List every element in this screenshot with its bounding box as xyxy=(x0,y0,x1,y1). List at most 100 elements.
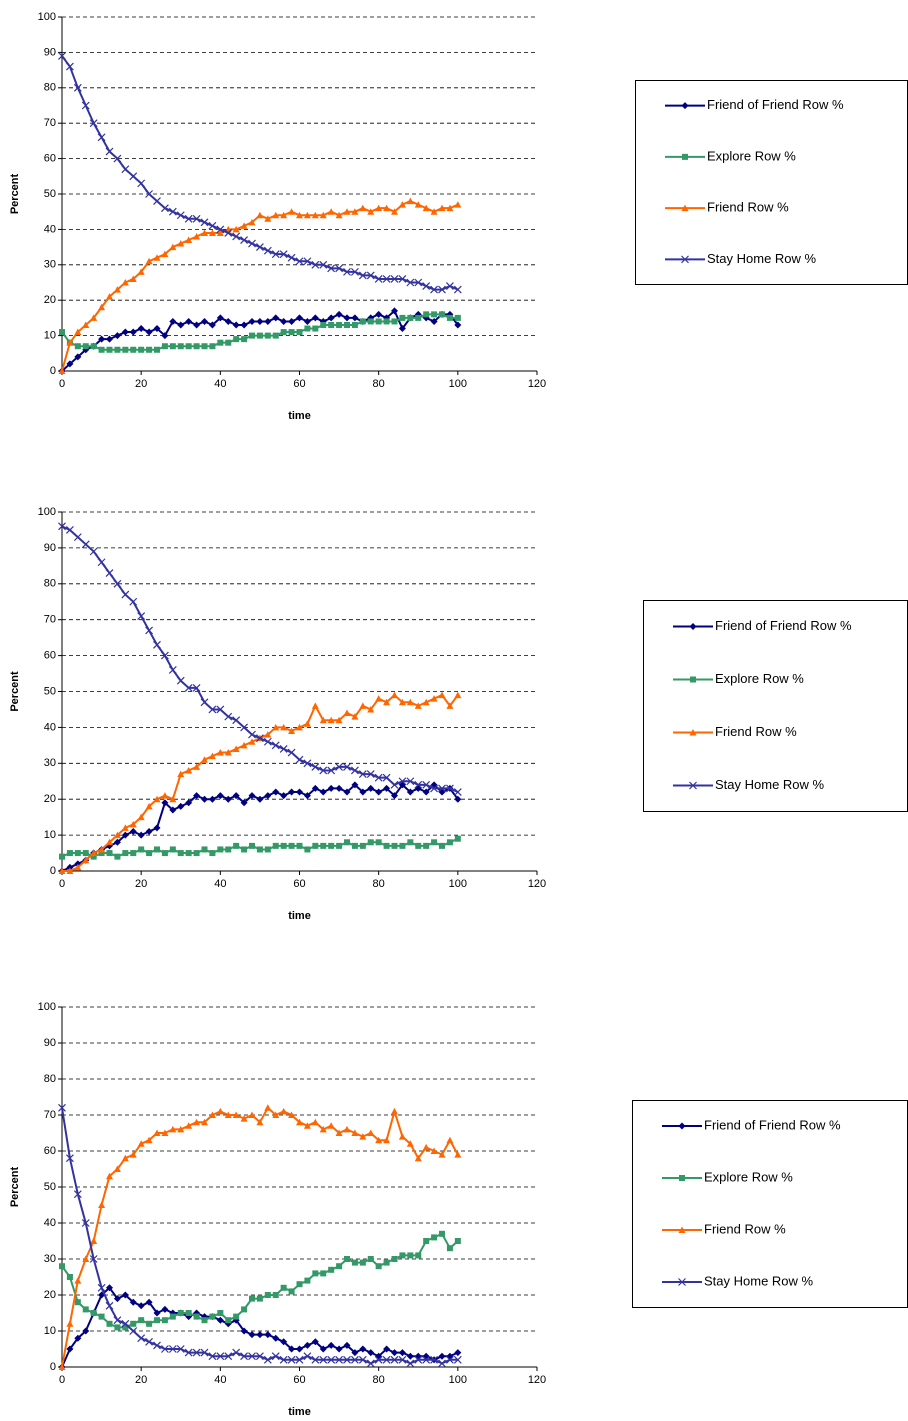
marker xyxy=(343,762,351,771)
marker xyxy=(114,853,121,860)
marker xyxy=(249,1295,255,1302)
marker xyxy=(311,1118,319,1126)
marker xyxy=(66,850,73,857)
marker xyxy=(74,353,82,361)
marker xyxy=(272,1334,280,1342)
marker xyxy=(311,1338,319,1346)
marker xyxy=(161,332,169,340)
marker xyxy=(90,849,98,857)
marker xyxy=(264,1331,272,1339)
legend-box xyxy=(632,1100,908,1308)
marker xyxy=(225,846,232,853)
marker xyxy=(327,766,336,775)
marker xyxy=(391,792,398,800)
marker xyxy=(216,314,224,322)
marker xyxy=(383,1259,390,1266)
marker xyxy=(422,780,431,789)
marker xyxy=(89,1255,98,1263)
marker xyxy=(232,321,240,329)
marker xyxy=(422,1143,430,1151)
marker xyxy=(391,691,398,699)
marker xyxy=(343,1355,351,1364)
marker xyxy=(343,208,351,215)
marker xyxy=(81,540,90,549)
marker xyxy=(382,773,391,782)
marker xyxy=(263,246,272,255)
marker xyxy=(193,792,201,800)
marker xyxy=(232,716,241,725)
marker xyxy=(121,1319,130,1328)
marker xyxy=(59,853,65,860)
marker xyxy=(58,522,66,531)
marker xyxy=(439,1230,445,1237)
marker xyxy=(422,282,431,290)
marker xyxy=(58,867,66,874)
marker xyxy=(288,727,296,734)
marker xyxy=(137,268,145,275)
y-tick-label: 40 xyxy=(44,1217,56,1229)
marker xyxy=(138,346,145,353)
marker xyxy=(415,842,422,849)
marker xyxy=(335,762,344,771)
marker xyxy=(383,1345,391,1353)
marker xyxy=(145,1136,153,1144)
marker xyxy=(233,1313,240,1320)
marker xyxy=(256,1118,264,1126)
marker xyxy=(153,325,161,333)
legend-marker xyxy=(681,102,689,110)
marker xyxy=(414,278,423,287)
marker xyxy=(423,842,430,849)
marker xyxy=(240,1352,249,1361)
marker xyxy=(90,853,97,860)
marker xyxy=(233,842,240,849)
marker xyxy=(82,321,90,328)
marker xyxy=(224,795,232,803)
marker xyxy=(129,1298,137,1306)
marker xyxy=(74,1334,82,1342)
marker xyxy=(296,723,303,731)
legend-label: Friend of Friend Row % xyxy=(707,97,844,112)
marker xyxy=(193,232,201,240)
marker xyxy=(320,321,327,328)
marker xyxy=(279,745,288,753)
marker xyxy=(327,1355,336,1364)
marker xyxy=(407,314,414,321)
marker xyxy=(193,1313,200,1320)
y-tick-label: 20 xyxy=(44,793,56,805)
chart: 0 10 20 30 40 50 60 70 80 90 100 0 20 40 60 80 100 120 tim… xyxy=(9,506,908,922)
marker xyxy=(201,317,208,325)
marker xyxy=(153,254,161,261)
marker xyxy=(375,1263,382,1270)
marker xyxy=(177,850,184,857)
marker xyxy=(232,792,240,800)
marker xyxy=(248,1111,256,1118)
marker xyxy=(160,651,169,660)
marker xyxy=(312,1270,319,1277)
marker xyxy=(154,346,160,353)
y-tick-label: 60 xyxy=(44,1145,56,1157)
marker xyxy=(225,1317,232,1324)
marker xyxy=(145,802,153,810)
marker xyxy=(130,850,137,857)
marker xyxy=(366,1359,375,1368)
marker xyxy=(160,204,169,213)
marker xyxy=(367,208,375,215)
marker xyxy=(161,343,168,350)
marker xyxy=(430,1355,439,1364)
marker xyxy=(288,317,296,325)
marker xyxy=(335,264,344,273)
legend-label: Friend Row % xyxy=(715,724,797,739)
marker xyxy=(438,204,446,212)
legend-marker xyxy=(682,153,688,160)
marker xyxy=(351,1259,358,1266)
marker xyxy=(445,784,454,793)
marker xyxy=(192,1348,201,1357)
marker xyxy=(391,1256,398,1262)
marker xyxy=(272,1111,280,1118)
marker xyxy=(327,784,335,792)
marker xyxy=(319,260,328,269)
marker xyxy=(319,1125,327,1133)
x-axis-label: time xyxy=(288,910,311,922)
x-tick-label: 40 xyxy=(214,378,226,390)
marker xyxy=(344,839,350,846)
